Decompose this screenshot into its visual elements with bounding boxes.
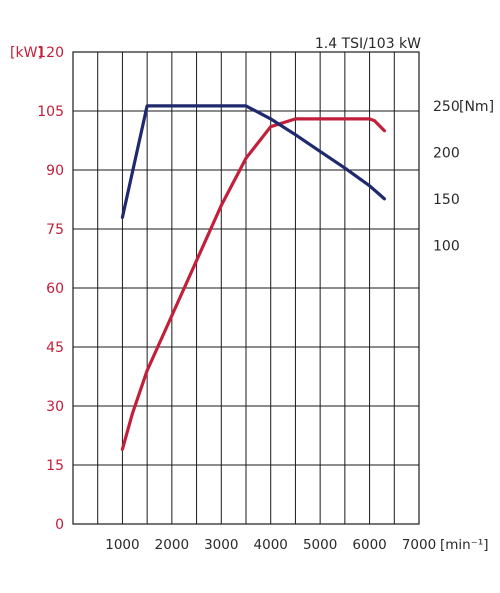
left-axis-tick-label: 45	[46, 340, 64, 356]
x-axis-tick-label: 6000	[352, 537, 386, 553]
x-axis-unit: [min⁻¹]	[440, 537, 489, 553]
left-axis-tick-label: 120	[37, 45, 64, 61]
left-axis-tick-label: 30	[46, 399, 64, 415]
x-axis-tick-label: 2000	[155, 537, 189, 553]
left-axis-tick-label: 90	[46, 163, 64, 179]
axes	[72, 51, 420, 525]
x-axis-tick-label: 4000	[254, 537, 288, 553]
x-axis-tick-label: 1000	[105, 537, 139, 553]
x-axis-tick-label: 7000	[402, 537, 436, 553]
chart-title: 1.4 TSI/103 kW	[315, 36, 421, 52]
left-axis-unit: [kW]	[10, 45, 43, 61]
left-axis-tick-label: 105	[37, 104, 64, 120]
left-axis-tick-label: 75	[46, 222, 64, 238]
plot-frame	[72, 51, 420, 525]
left-axis-tick-label: 0	[55, 517, 64, 533]
grid	[73, 52, 419, 524]
x-axis-tick-label: 3000	[204, 537, 238, 553]
right-axis-tick-label: 200	[433, 145, 460, 161]
x-axis-tick-label: 5000	[303, 537, 337, 553]
labels: 1.4 TSI/103 kW [kW] [Nm] [min⁻¹] 0 15 30 45…	[10, 36, 494, 553]
left-axis-tick-label: 15	[46, 458, 64, 474]
power-curve-line	[120, 117, 386, 451]
right-axis-tick-label: 100	[433, 238, 460, 254]
series	[120, 104, 386, 451]
right-axis-tick-label: 250	[433, 99, 460, 115]
left-axis-tick-label: 60	[46, 281, 64, 297]
right-axis-tick-label: 150	[433, 192, 460, 208]
right-axis-unit: [Nm]	[459, 99, 494, 115]
torque-curve-line	[120, 104, 386, 219]
